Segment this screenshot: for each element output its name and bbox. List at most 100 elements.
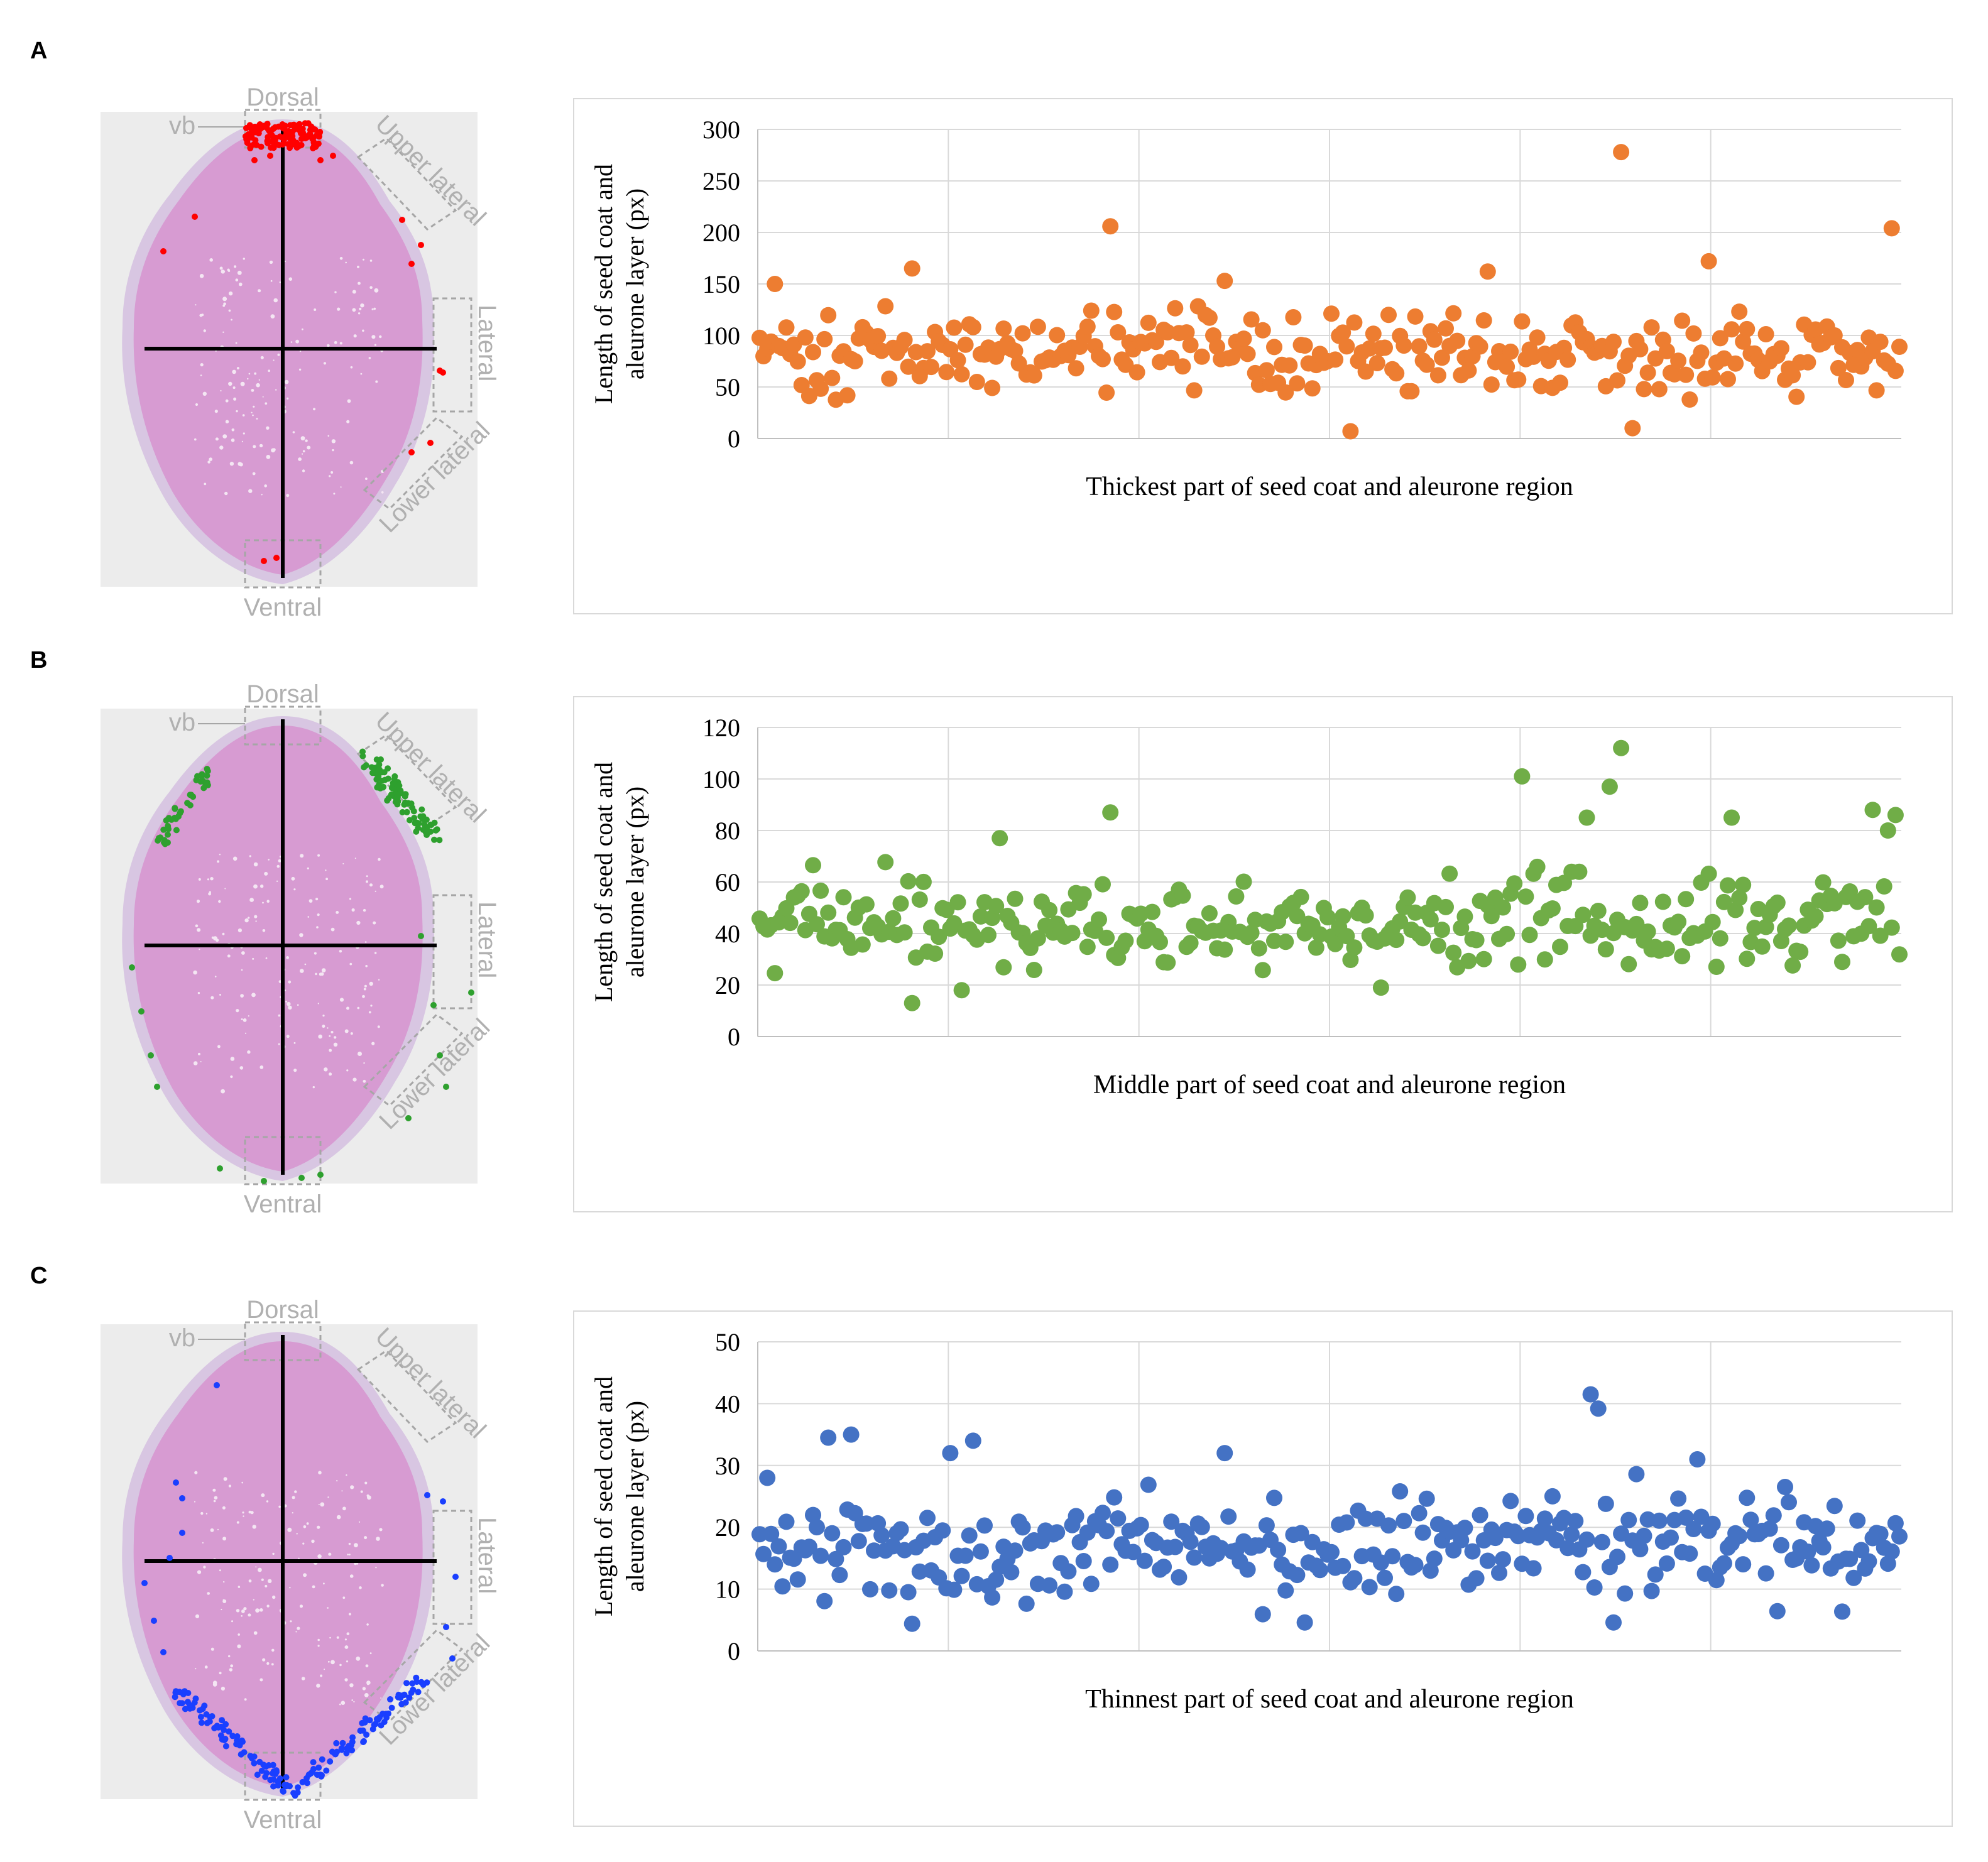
seed-speckle — [334, 340, 337, 344]
seed-speckle — [363, 258, 364, 261]
data-point — [1605, 334, 1622, 351]
data-point — [881, 370, 898, 387]
data-point — [809, 1519, 825, 1536]
data-point — [892, 895, 909, 912]
sample-point — [197, 1707, 203, 1714]
seed-speckle — [315, 898, 319, 901]
seed-speckle — [356, 1656, 361, 1661]
data-point — [1826, 1498, 1843, 1515]
seed-speckle — [286, 494, 290, 498]
sample-point — [415, 1689, 422, 1696]
seed-speckle — [317, 854, 320, 857]
data-point — [1182, 337, 1199, 354]
seed-speckle — [339, 1703, 341, 1706]
data-point — [763, 1525, 780, 1542]
seed-speckle — [222, 1537, 227, 1541]
seed-speckle — [195, 924, 199, 928]
seed-speckle — [366, 1680, 371, 1685]
sample-point — [289, 133, 296, 139]
seed-speckle — [354, 858, 356, 859]
seed-speckle — [329, 1636, 331, 1639]
seed-speckle — [332, 449, 334, 452]
seed-speckle — [317, 1638, 320, 1642]
data-point — [1167, 1538, 1184, 1555]
seed-speckle — [284, 261, 287, 263]
seed-speckle — [329, 1048, 332, 1052]
data-point — [1025, 962, 1042, 978]
sample-point — [273, 555, 280, 561]
sample-point — [421, 821, 428, 828]
data-point — [1800, 1544, 1816, 1560]
seed-speckle — [209, 258, 213, 262]
seed-speckle — [207, 460, 210, 464]
data-point — [1552, 374, 1568, 391]
data-point — [1128, 364, 1145, 381]
seed-speckle — [219, 266, 223, 270]
sample-point — [318, 1773, 325, 1780]
data-point — [1872, 1525, 1889, 1542]
data-point — [1517, 888, 1534, 905]
sample-point — [369, 1726, 376, 1733]
data-point — [774, 1578, 791, 1595]
sample-point — [192, 1695, 199, 1702]
seed-speckle — [316, 926, 319, 928]
seed-speckle — [351, 1699, 353, 1701]
sample-point — [273, 1768, 280, 1775]
seed-speckle — [340, 486, 342, 488]
sample-point — [406, 1694, 413, 1701]
data-point — [1193, 1518, 1210, 1535]
seed-speckle — [196, 900, 200, 903]
data-point — [858, 896, 875, 913]
data-point — [1140, 314, 1157, 331]
data-point — [953, 366, 970, 383]
seed-speckle — [238, 928, 242, 933]
seed-speckle — [216, 939, 219, 942]
sample-point — [167, 1555, 173, 1561]
data-point — [751, 1526, 768, 1543]
data-point — [1552, 939, 1568, 956]
data-point — [1704, 913, 1721, 930]
seed-speckle — [262, 1658, 266, 1662]
data-point — [1403, 383, 1420, 400]
seed-speckle — [238, 462, 242, 466]
data-point — [1041, 901, 1058, 918]
y-tick-label: 80 — [715, 817, 740, 845]
seed-speckle — [321, 968, 326, 972]
y-tick-label: 0 — [728, 425, 740, 453]
sample-point — [406, 817, 413, 824]
seed-speckle — [350, 1485, 354, 1489]
seed-speckle — [243, 1018, 247, 1022]
seed-speckle — [243, 432, 245, 435]
data-point — [1346, 1570, 1363, 1587]
lateral-box — [432, 1510, 472, 1625]
seed-speckle — [288, 980, 292, 984]
seed-speckle — [329, 475, 331, 477]
seed-speckle — [221, 1608, 222, 1611]
data-point — [835, 1538, 852, 1555]
seed-speckle — [347, 1554, 349, 1555]
seed-speckle — [254, 372, 257, 375]
sample-point — [251, 157, 258, 163]
data-point — [1125, 1544, 1142, 1560]
sample-point — [294, 1789, 301, 1796]
data-point — [942, 1445, 959, 1462]
data-point — [1609, 372, 1625, 389]
seed-speckle — [243, 1515, 244, 1517]
y-tick-label: 0 — [728, 1023, 740, 1051]
data-point — [1636, 381, 1652, 398]
seed-speckle — [317, 1645, 320, 1647]
sample-point — [251, 1760, 258, 1767]
sample-point — [408, 261, 415, 267]
sample-point — [217, 1165, 223, 1172]
data-point — [1502, 1493, 1519, 1510]
seed-speckle — [312, 1086, 315, 1089]
sample-point — [264, 138, 271, 144]
data-point — [1872, 334, 1889, 351]
sample-point — [255, 130, 262, 137]
seed-speckle — [266, 900, 270, 903]
data-point — [1872, 927, 1889, 944]
sample-point — [372, 1721, 379, 1728]
data-point — [1140, 1476, 1157, 1493]
data-point — [820, 307, 837, 324]
data-point — [767, 965, 784, 982]
